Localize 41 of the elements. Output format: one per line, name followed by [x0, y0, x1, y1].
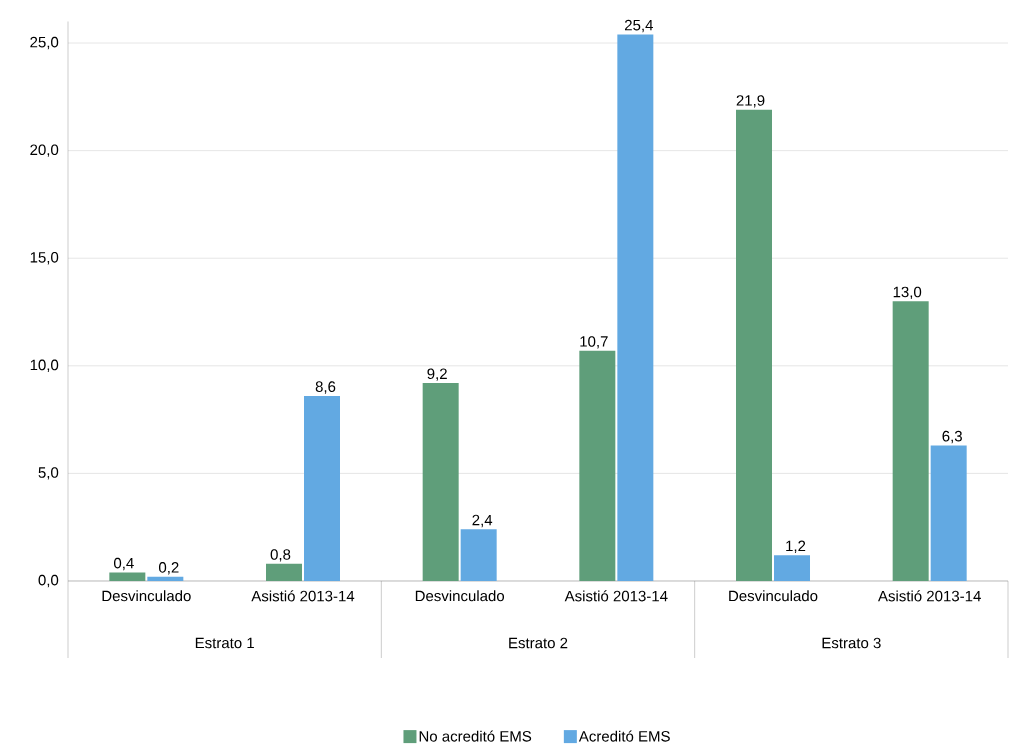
data-label: 6,3 — [942, 430, 962, 444]
y-tick-label: 10,0 — [30, 359, 59, 373]
data-label: 0,4 — [113, 557, 134, 571]
data-label: 25,4 — [624, 19, 653, 33]
y-tick-label: 15,0 — [30, 252, 59, 265]
bar — [930, 445, 967, 582]
y-tick-label: 20,0 — [30, 144, 59, 157]
bar — [736, 109, 773, 582]
text: Estrato 1 — [195, 637, 254, 649]
y-tick-label: 25,0 — [30, 36, 59, 50]
data-label: 0,2 — [158, 562, 179, 575]
x-tick-label: Desvinculado — [102, 590, 191, 602]
x-tick-label: Desvinculado — [729, 590, 818, 602]
data-label: 21,9 — [736, 95, 765, 108]
data-label: 2,4 — [472, 514, 493, 528]
x-tick-label: Desvinculado — [415, 590, 505, 602]
data-label: 13,0 — [893, 286, 922, 300]
bar — [304, 396, 340, 582]
data-label: 9,2 — [427, 368, 447, 381]
bar — [892, 301, 929, 582]
y-tick-label: 5,0 — [38, 467, 59, 480]
data-label: 8,6 — [315, 381, 336, 394]
bar — [579, 350, 616, 582]
legend-label: No acreditó EMS — [419, 730, 532, 742]
y-tick-label: 0,0 — [38, 574, 59, 588]
text: Estrato 3 — [822, 637, 881, 649]
legend-label: Acreditó EMS — [578, 730, 670, 742]
data-label: 1,2 — [786, 540, 806, 554]
x-tick-label: Asistió 2013-14 — [251, 590, 355, 602]
x-tick-label: Asistió 2013-14 — [564, 590, 668, 602]
bar — [422, 383, 459, 582]
x-tick-label: Asistió 2013-14 — [878, 590, 981, 602]
bar — [460, 529, 497, 582]
bar — [774, 555, 811, 582]
data-label: 10,7 — [580, 336, 608, 349]
bar — [109, 572, 146, 582]
bar — [147, 576, 184, 582]
bar — [617, 34, 654, 582]
bar — [266, 563, 302, 582]
data-label: 0,8 — [270, 549, 291, 562]
text: Estrato 2 — [509, 637, 568, 649]
